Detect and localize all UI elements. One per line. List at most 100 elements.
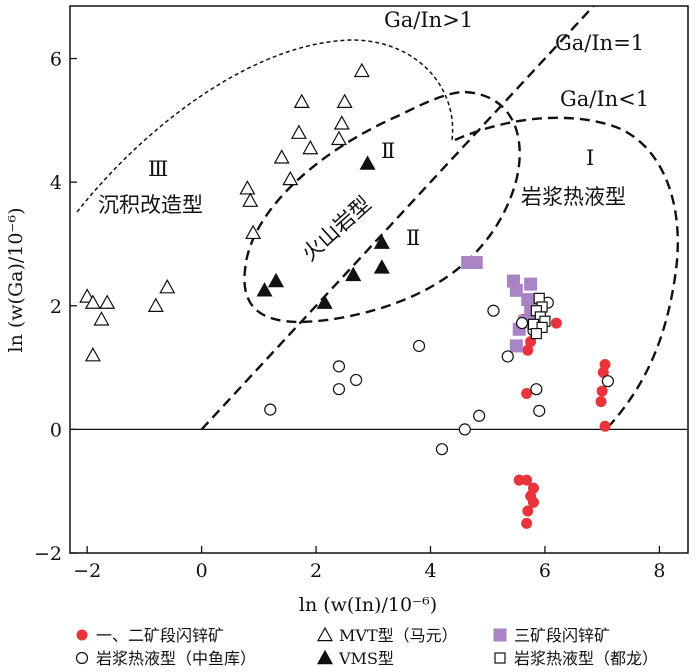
y-tick-label: −2: [34, 543, 62, 565]
data-point: [458, 423, 471, 436]
data-point: [509, 339, 523, 353]
data-points: [79, 62, 614, 529]
data-point: [373, 259, 390, 274]
region-i-boundary: [454, 116, 680, 426]
data-point: [469, 256, 483, 270]
y-tick-label: 6: [50, 49, 62, 71]
data-point: [515, 316, 529, 330]
data-point: [596, 385, 608, 397]
region-ii-boundary: [243, 90, 521, 324]
data-point: [522, 344, 534, 356]
data-point: [239, 180, 256, 195]
data-point: [353, 62, 370, 78]
region-ii-numeral-lower: Ⅱ: [406, 226, 420, 250]
y-tick-label: 4: [50, 172, 62, 194]
data-point: [333, 115, 350, 130]
data-point: [536, 321, 548, 334]
x-axis-ticks: −2 0 2 4 6 8: [73, 546, 665, 582]
data-point: [273, 149, 290, 164]
x-tick-label: 2: [310, 560, 322, 582]
data-point: [521, 388, 533, 400]
data-point: [601, 375, 614, 388]
data-point: [336, 93, 353, 109]
ga-in-ratio-line: [200, 5, 595, 431]
data-point: [99, 294, 116, 309]
data-point: [509, 283, 523, 297]
x-tick-label: 0: [196, 560, 208, 582]
data-point: [350, 373, 363, 387]
data-point: [282, 170, 299, 186]
data-point: [373, 234, 390, 249]
x-tick-label: 6: [539, 560, 551, 582]
y-tick-label: 2: [50, 296, 62, 318]
data-point: [473, 409, 486, 422]
legend-marker: [493, 628, 507, 642]
region-i-numeral: Ⅰ: [586, 146, 594, 170]
region-ii-name: 火山岩型: [297, 192, 375, 266]
data-point: [487, 304, 500, 317]
data-point: [597, 367, 609, 379]
legend-marker: [316, 626, 334, 642]
data-point: [599, 420, 611, 432]
data-point: [267, 272, 285, 288]
data-point: [522, 505, 534, 517]
ga-in-lt1-label: Ga/In<1: [560, 87, 649, 111]
legend-marker: [75, 651, 89, 665]
data-point: [302, 139, 319, 155]
legend-marker: [494, 652, 506, 664]
data-point: [533, 404, 546, 417]
data-point: [550, 317, 562, 329]
data-point: [264, 403, 277, 416]
data-point: [159, 278, 176, 294]
y-axis-label: ln (w(Ga)/10⁻⁶): [5, 208, 27, 353]
legend-label: 一、二矿段闪锌矿: [96, 626, 224, 645]
data-point: [501, 350, 514, 363]
series-4: [256, 155, 390, 309]
legend-label: 三矿段闪锌矿: [514, 626, 610, 645]
legend-label: 岩浆热液型（中鱼库）: [96, 649, 256, 668]
data-point: [524, 277, 538, 291]
x-tick-label: −2: [73, 560, 101, 582]
data-point: [293, 93, 310, 109]
legend-marker: [76, 629, 88, 641]
data-point: [147, 297, 164, 312]
data-point: [345, 266, 362, 282]
region-i-name: 岩浆热液型: [521, 185, 626, 209]
x-tick-label: 4: [424, 560, 436, 582]
data-point: [435, 443, 449, 456]
ga-in-gt1-label: Ga/In>1: [384, 8, 473, 32]
region-iii-boundary: [76, 39, 454, 213]
y-tick-label: 0: [50, 419, 62, 441]
data-point: [84, 294, 101, 309]
series-0: [513, 313, 611, 529]
data-point: [256, 282, 273, 297]
data-point: [330, 130, 347, 146]
region-ii-numeral-upper: Ⅱ: [381, 139, 395, 163]
legend-marker: [316, 649, 334, 665]
data-point: [332, 360, 346, 373]
data-point: [530, 383, 543, 396]
region-iii-name: 沉积改造型: [98, 193, 203, 217]
x-tick-label: 8: [653, 560, 665, 582]
data-point: [242, 192, 259, 207]
legend-label: 岩浆热液型（都龙）: [514, 649, 658, 668]
data-point: [528, 496, 539, 508]
data-point: [332, 383, 346, 396]
data-point: [93, 311, 110, 326]
region-iii-numeral: Ⅲ: [148, 157, 168, 181]
data-point: [521, 474, 533, 486]
legend-label: MVT型（马元）: [339, 626, 458, 645]
data-point: [359, 155, 376, 170]
data-point: [84, 346, 101, 362]
ga-in-eq1-label: Ga/In=1: [555, 31, 644, 55]
data-point: [316, 294, 333, 309]
legend: 一、二矿段闪锌矿 MVT型（马元） 岩浆热液型（中鱼库） VMS型 三矿段闪锌矿岩浆热液…: [75, 626, 658, 668]
x-axis-label: ln (w(In)/10⁻⁶): [299, 594, 437, 616]
y-axis-ticks: −2 0 2 4 6: [34, 49, 77, 565]
data-point: [245, 224, 262, 240]
data-point: [530, 327, 542, 340]
plot-frame: [69, 5, 689, 554]
data-point: [290, 124, 307, 139]
series-5: [527, 292, 551, 340]
